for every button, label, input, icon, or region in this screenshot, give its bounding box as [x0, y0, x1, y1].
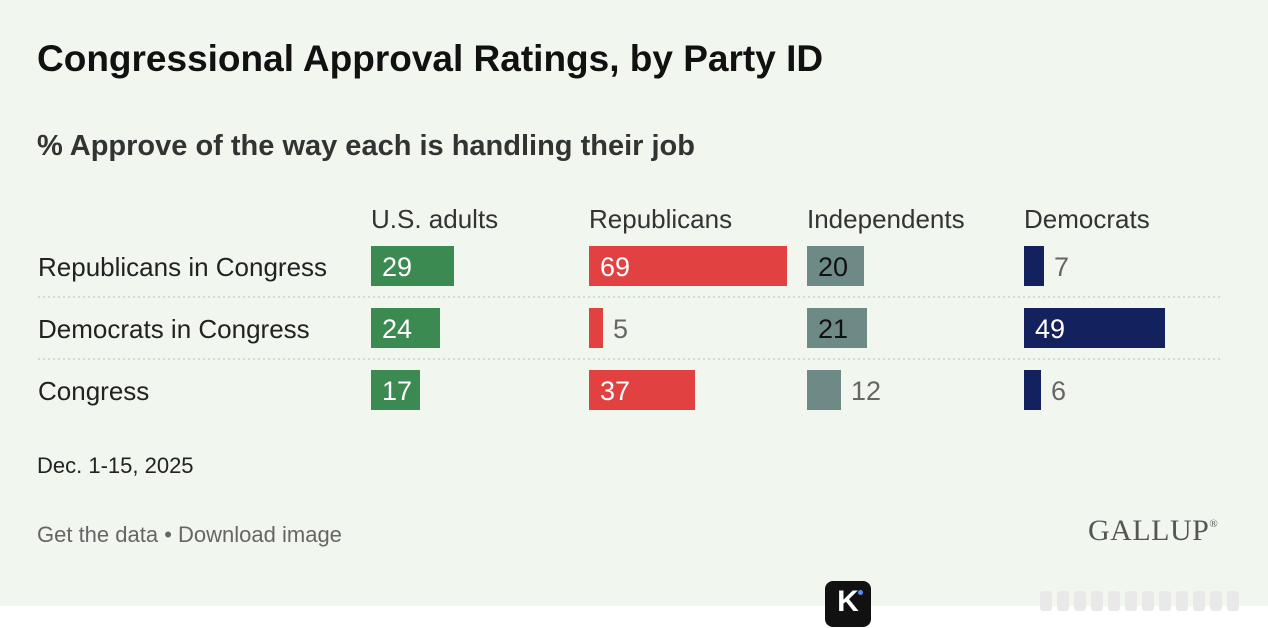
- k-badge-dot: [858, 590, 863, 595]
- data-label: 7: [1054, 252, 1069, 282]
- column-header: Independents: [807, 204, 965, 234]
- bar: [1024, 246, 1044, 286]
- data-label: 5: [613, 314, 628, 344]
- watermark-block: [1159, 591, 1171, 611]
- data-label: 37: [600, 376, 630, 406]
- link-separator: •: [164, 522, 172, 547]
- bar: [589, 370, 695, 410]
- watermark-block: [1176, 591, 1188, 611]
- column-header: Democrats: [1024, 204, 1150, 234]
- bar: [807, 246, 864, 286]
- row-label: Democrats in Congress: [38, 314, 310, 344]
- data-label: 21: [818, 314, 848, 344]
- column-header: U.S. adults: [371, 204, 498, 234]
- chart-title: Congressional Approval Ratings, by Party…: [37, 38, 824, 79]
- data-label: 6: [1051, 376, 1066, 406]
- bar: [371, 246, 454, 286]
- chart-subtitle: % Approve of the way each is handling th…: [37, 130, 695, 162]
- bar-chart: U.S. adults Republicans Independents Democr…: [38, 204, 1222, 410]
- get-data-link[interactable]: Get the data: [37, 522, 159, 547]
- bar: [1024, 308, 1165, 348]
- watermark-block: [1057, 591, 1069, 611]
- row-label: Congress: [38, 376, 149, 406]
- footer-links: Get the data • Download image: [37, 522, 342, 548]
- bar: [807, 308, 867, 348]
- registered-mark: ®: [1209, 518, 1219, 530]
- download-image-link[interactable]: Download image: [178, 522, 342, 547]
- gallup-logo: GALLUP®: [1088, 514, 1218, 548]
- bar: [371, 370, 420, 410]
- bar: [589, 246, 787, 286]
- watermark-block: [1227, 591, 1239, 611]
- watermark-block: [1193, 591, 1205, 611]
- bar: [589, 308, 603, 348]
- bar: [1024, 370, 1041, 410]
- data-label: 17: [382, 376, 412, 406]
- data-label: 20: [818, 252, 848, 282]
- row-label: Republicans in Congress: [38, 252, 327, 282]
- data-label: 29: [382, 252, 412, 282]
- watermark-block: [1040, 591, 1052, 611]
- gallup-logo-text: GALLUP: [1088, 514, 1210, 547]
- k-badge-icon: K: [825, 581, 871, 627]
- survey-date: Dec. 1-15, 2025: [37, 453, 194, 478]
- watermark-block: [1074, 591, 1086, 611]
- watermark-strip: [1040, 587, 1260, 615]
- column-header: Republicans: [589, 204, 732, 234]
- watermark-block: [1091, 591, 1103, 611]
- data-label: 12: [851, 376, 881, 406]
- watermark-block: [1142, 591, 1154, 611]
- watermark-block: [1125, 591, 1137, 611]
- chart-card: Congressional Approval Ratings, by Party…: [0, 0, 1268, 606]
- watermark-block: [1210, 591, 1222, 611]
- data-label: 69: [600, 252, 630, 282]
- k-badge-letter: K: [837, 585, 859, 618]
- watermark-block: [1108, 591, 1120, 611]
- data-label: 49: [1035, 314, 1065, 344]
- bar: [807, 370, 841, 410]
- bar: [371, 308, 440, 348]
- data-label: 24: [382, 314, 412, 344]
